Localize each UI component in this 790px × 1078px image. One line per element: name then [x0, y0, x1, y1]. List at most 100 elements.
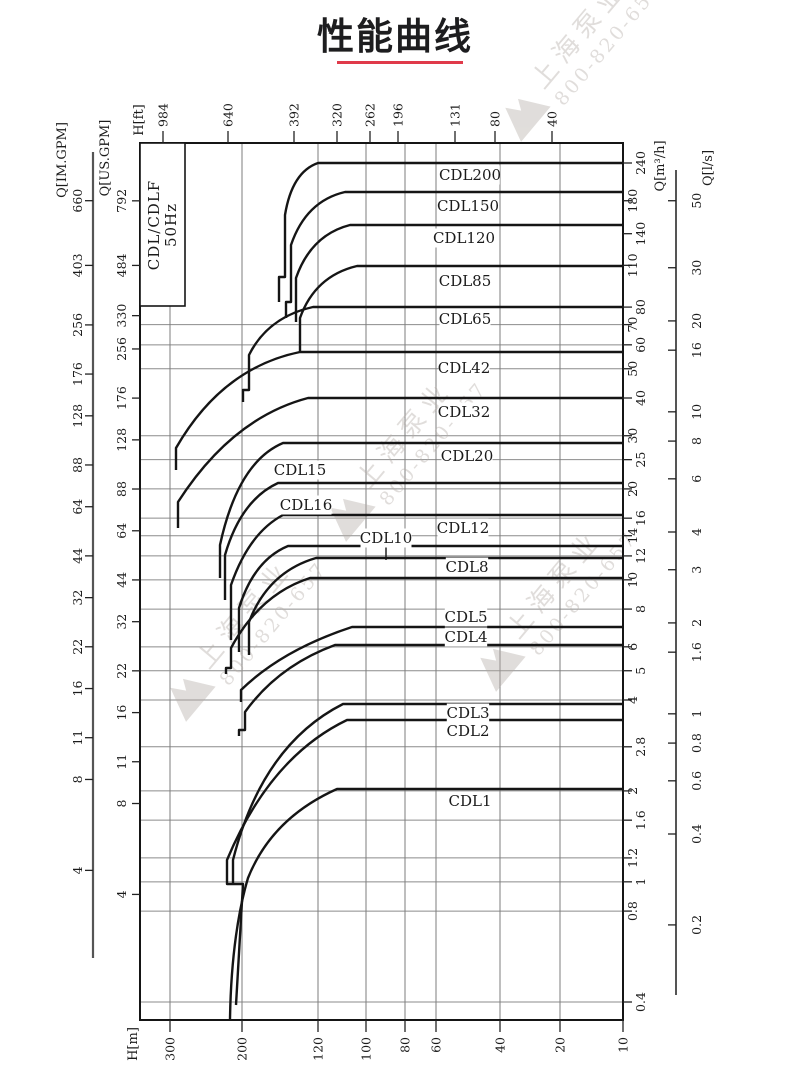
- curve-label-bg-CDL42: [438, 358, 490, 378]
- family-box-line1: CDL/CDLF: [145, 180, 163, 270]
- right-m3h-tick-label: 2: [625, 787, 640, 795]
- bottom-axis-tick-label: 100: [359, 1037, 374, 1061]
- right-m3h-tick-label: 80: [633, 299, 648, 315]
- curve-label-bg-CDL10: [360, 528, 412, 548]
- left-us-tick-label: 88: [114, 481, 129, 497]
- right-ls-tick-label: 8: [689, 437, 704, 445]
- top-axis-tick-label: 392: [287, 103, 302, 127]
- curve-CDL150: [284, 190, 623, 318]
- family-box-line2: 50Hz: [162, 203, 180, 247]
- right-m3h-tick-label: 240: [633, 151, 648, 175]
- left-us-tick-label: 11: [114, 754, 129, 770]
- curve-CDL12: [237, 544, 623, 652]
- left-us-tick-label: 8: [114, 799, 129, 807]
- right-m3h-tick-label: 6: [625, 643, 640, 651]
- curve-label-bg-CDL200: [440, 165, 500, 185]
- right-m3h-tick-label: 0.8: [625, 901, 640, 921]
- left-im-tick-label: 44: [70, 548, 85, 564]
- right-ls-tick-label: 50: [689, 193, 704, 209]
- curve-label-bg-CDL85: [439, 271, 491, 291]
- top-axis-tick-label: 80: [488, 111, 503, 127]
- right-ls-tick-label: 30: [689, 260, 704, 276]
- curve-label-bg-CDL65: [439, 309, 491, 329]
- curve-label-bg-CDL150: [438, 196, 498, 216]
- curve-CDL8: [224, 576, 623, 674]
- left-us-tick-label: 44: [114, 572, 129, 588]
- left-us-tick-label: 128: [114, 428, 129, 452]
- right-m3h-tick-label: 20: [625, 481, 640, 497]
- right-m3h-tick-label: 70: [625, 317, 640, 333]
- right-ls-tick-label: 2: [689, 619, 704, 627]
- right-m3h-tick-label: 140: [633, 222, 648, 246]
- curve-label-bg-CDL8: [445, 557, 489, 577]
- curve-label-bg-CDL12: [437, 518, 489, 538]
- right-m3h-axis-title: Q[m³/h]: [653, 140, 668, 191]
- curve-label-CDL10: CDL10: [360, 529, 413, 547]
- left-im-tick-label: 88: [70, 457, 85, 473]
- right-m3h-tick-label: 5: [633, 667, 648, 675]
- curve-label-bg-CDL32: [438, 402, 490, 422]
- left-im-tick-label: 8: [70, 775, 85, 783]
- right-ls-tick-label: 3: [689, 566, 704, 574]
- left-im-tick-label: 22: [70, 639, 85, 655]
- bottom-axis-tick-label: 80: [398, 1037, 413, 1053]
- curve-CDL4: [237, 643, 623, 736]
- bottom-axis-tick-label: 10: [616, 1037, 631, 1053]
- right-ls-axis-title: Q[l/s]: [701, 150, 716, 186]
- left-us-tick-label: 22: [114, 663, 129, 679]
- curve-label-CDL5: CDL5: [444, 608, 487, 626]
- right-m3h-tick-label: 1.6: [633, 810, 648, 830]
- right-m3h-tick-label: 110: [625, 253, 640, 277]
- bottom-axis-tick-label: 60: [429, 1037, 444, 1053]
- top-axis-tick-label: 320: [330, 103, 345, 127]
- right-m3h-tick-label: 8: [633, 605, 648, 613]
- curve-CDL20: [218, 441, 623, 578]
- left-im-axis-title: Q[IM.GPM]: [55, 122, 70, 198]
- right-ls-tick-label: 0.6: [689, 771, 704, 791]
- right-m3h-tick-label: 10: [625, 572, 640, 588]
- curve-label-bg-CDL20: [441, 446, 493, 466]
- watermark-logo-icon: [170, 678, 216, 722]
- curve-label-bg-CDL5: [444, 607, 488, 627]
- top-axis-tick-label: 262: [363, 103, 378, 127]
- curve-label-bg-CDL1: [448, 791, 492, 811]
- bottom-axis-tick-label: 120: [311, 1037, 326, 1061]
- curve-label-CDL12: CDL12: [437, 519, 490, 537]
- right-ls-tick-label: 0.8: [689, 733, 704, 753]
- curve-CDL15: [223, 481, 623, 600]
- left-us-tick-label: 32: [114, 614, 129, 630]
- right-ls-tick-label: 20: [689, 313, 704, 329]
- curve-label-CDL42: CDL42: [438, 359, 491, 377]
- left-us-tick-label: 176: [114, 386, 129, 410]
- curve-CDL3: [231, 702, 623, 884]
- right-m3h-tick-label: 1: [633, 878, 648, 886]
- right-ls-tick-label: 1: [689, 710, 704, 718]
- curve-label-bg-CDL2: [446, 721, 490, 741]
- curve-label-CDL1: CDL1: [448, 792, 491, 810]
- left-im-tick-label: 128: [70, 404, 85, 428]
- curve-CDL5: [239, 625, 623, 702]
- right-m3h-tick-label: 25: [633, 452, 648, 468]
- curve-label-CDL15: CDL15: [274, 461, 327, 479]
- curve-label-bg-CDL4: [444, 627, 488, 647]
- curve-label-CDL200: CDL200: [439, 166, 501, 184]
- right-ls-tick-label: 1.6: [689, 642, 704, 662]
- top-axis-title: H[ft]: [132, 104, 147, 136]
- left-im-tick-label: 32: [70, 590, 85, 606]
- right-m3h-tick-label: 16: [633, 510, 648, 526]
- bottom-axis-tick-label: 40: [493, 1037, 508, 1053]
- plot-border: [139, 142, 624, 1021]
- curve-label-bg-CDL3: [446, 703, 490, 723]
- left-us-tick-label: 64: [114, 523, 129, 539]
- right-m3h-tick-label: 1.2: [625, 848, 640, 868]
- curve-CDL16: [229, 513, 623, 640]
- top-axis-tick-label: 131: [448, 103, 463, 127]
- curve-CDL42: [174, 350, 623, 470]
- right-m3h-tick-label: 12: [633, 548, 648, 564]
- left-us-tick-label: 16: [114, 705, 129, 721]
- top-axis-tick-label: 984: [156, 103, 171, 127]
- bottom-axis-tick-label: 20: [553, 1037, 568, 1053]
